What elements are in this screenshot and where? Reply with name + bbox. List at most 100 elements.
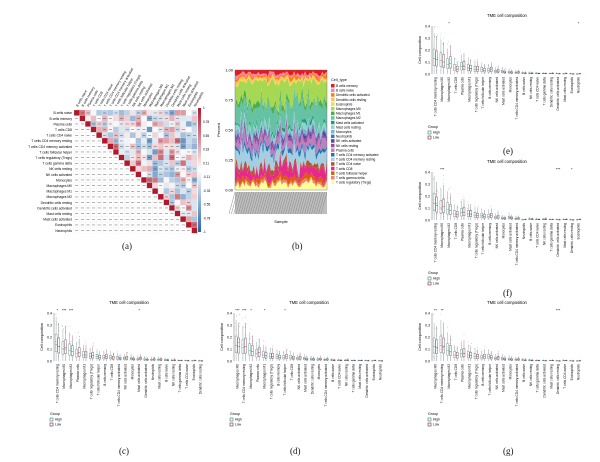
x-tick-label: NK cells activated [297,364,301,390]
data-point [450,197,452,199]
legend-swatch [331,97,335,102]
data-point [168,358,169,360]
heatmap-cell [169,193,175,200]
data-point [331,358,333,360]
heatmap-cell-text: *** [154,167,157,171]
heatmap-cell-text: *** [114,223,117,227]
heatmap-cell-text: *** [114,201,117,205]
data-point [552,219,554,221]
heatmap-cell [191,171,198,178]
data-point [119,355,121,356]
heatmap-cell-text: *** [86,190,89,194]
data-point [469,72,471,73]
data-point [113,353,115,355]
data-point [433,340,434,341]
heatmap-cell-text: *** [109,218,112,222]
heatmap-cell-text: *** [120,184,123,188]
heatmap-cell-text: *** [120,123,123,127]
data-point [565,219,567,220]
data-point [85,349,86,350]
data-point [461,61,463,63]
box [298,356,302,360]
heatmap-cell [191,199,198,206]
chart-title: TME cell composition [487,13,527,18]
legend-title: Group [230,412,240,416]
heatmap-cell-text: *** [182,229,185,233]
legend-swatch [331,162,335,166]
heatmap-cell [146,126,153,133]
heatmap-cell [141,177,147,183]
data-point [85,352,87,354]
data-point [68,333,70,335]
data-point [510,216,512,217]
heatmap-cell-text: *** [148,139,151,143]
box [278,355,281,360]
legend-label: Dendritic cells resting [336,98,367,102]
data-point [104,352,105,354]
box [487,68,490,73]
data-point [510,72,512,74]
heatmap-cell-text: *** [81,128,84,132]
heatmap-cell-text: *** [92,190,95,194]
data-point [477,207,479,208]
heatmap-cell-text: *** [170,123,173,127]
data-point [65,331,66,332]
data-point [136,359,138,361]
data-point [433,187,435,189]
x-tick-label: NK cells activated [495,364,499,390]
legend-label: Dendritic cells activated [336,93,370,97]
data-point [242,326,244,328]
data-point [463,207,464,209]
data-point [238,339,240,341]
box [480,355,484,360]
heatmap-cell-text: *** [92,229,95,233]
data-point [279,353,280,355]
data-point [535,218,537,220]
heatmap-cell-text: *** [86,179,89,183]
heatmap-cell-text: *** [75,156,78,160]
data-point [491,67,493,69]
box [462,207,466,216]
sample-tick [233,191,240,215]
box [483,68,486,73]
data-point [580,73,581,74]
y-axis-title: Cell composition [220,323,224,351]
data-point [338,359,339,361]
data-point [467,67,469,69]
data-point [167,358,168,360]
heatmap-cell-text: *** [176,162,179,166]
data-point [238,342,239,343]
heatmap-cell-text: *** [148,145,151,149]
data-point [446,348,448,350]
heatmap-cell-text: *** [154,145,157,149]
box [480,213,484,218]
box [54,333,58,352]
data-point [443,349,444,351]
legend-label: High [235,418,242,422]
legend-swatch [331,166,335,171]
x-tick-label: Mast cells activated [137,364,141,392]
data-point [310,355,311,357]
data-point [270,356,272,358]
data-point [56,345,57,346]
heatmap-cell-text: *** [159,128,162,132]
area-series [235,73,327,87]
heatmap-cell [180,160,187,167]
significance-mark: *** [69,309,74,313]
heatmap-cell-text: *** [159,229,162,233]
box [467,210,470,217]
data-point [435,202,437,204]
y-tick-label: 0.1 [425,60,430,64]
box [455,211,459,218]
data-point [484,65,486,67]
heatmap-cell-text: *** [165,134,168,138]
box [476,213,479,218]
data-point [453,347,455,348]
heatmap-cell-text: *** [98,173,101,177]
box [467,64,470,71]
data-point [78,336,80,337]
sample-tick [257,191,264,215]
data-point [435,190,437,192]
data-point [341,360,342,362]
heatmap-cell-text: *** [193,167,196,171]
